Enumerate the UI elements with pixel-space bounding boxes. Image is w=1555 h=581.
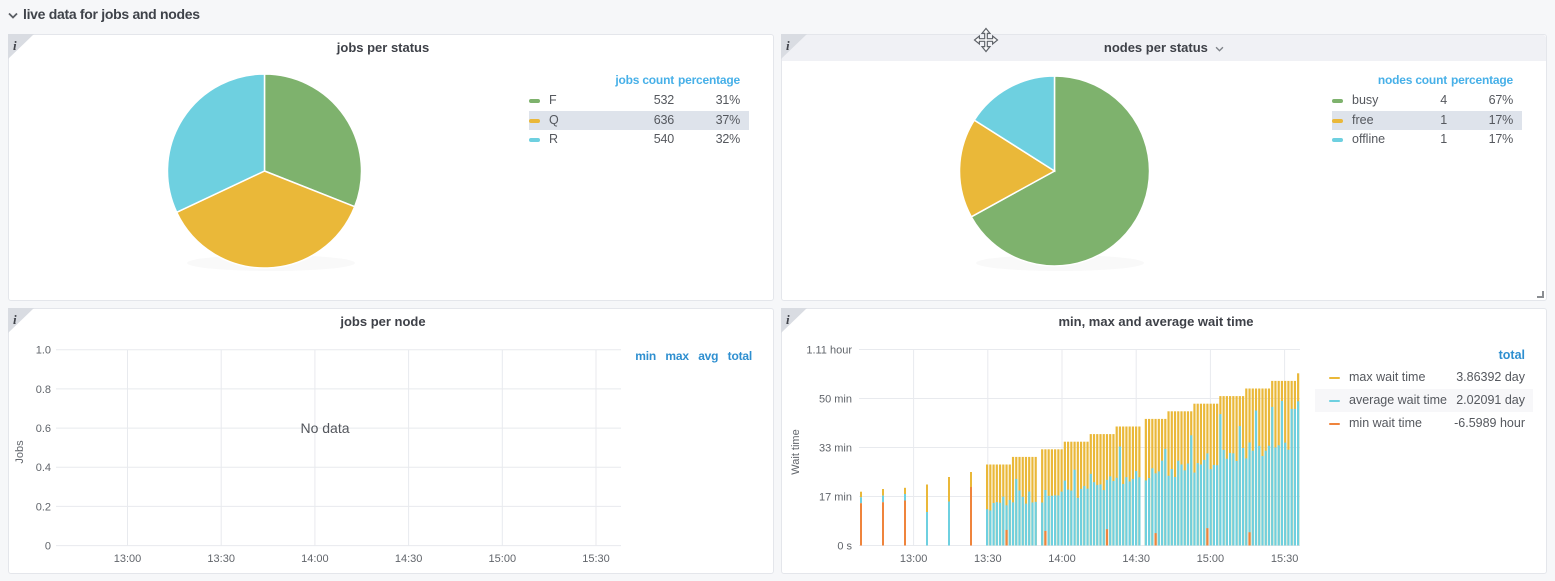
svg-text:15:30: 15:30 <box>582 553 610 565</box>
svg-text:14:30: 14:30 <box>1122 553 1150 565</box>
svg-text:0: 0 <box>45 541 51 553</box>
svg-text:17 min: 17 min <box>819 492 852 504</box>
svg-text:Jobs: Jobs <box>14 440 26 464</box>
svg-text:15:30: 15:30 <box>1271 553 1299 565</box>
svg-text:0.2: 0.2 <box>36 501 51 513</box>
svg-text:No data: No data <box>300 420 349 436</box>
svg-text:14:30: 14:30 <box>395 553 423 565</box>
svg-text:14:00: 14:00 <box>301 553 329 565</box>
svg-text:13:30: 13:30 <box>207 553 235 565</box>
svg-text:i: i <box>786 312 790 327</box>
svg-text:Wait time: Wait time <box>790 429 802 474</box>
svg-text:0.4: 0.4 <box>36 462 51 474</box>
svg-text:i: i <box>13 312 17 327</box>
svg-text:13:00: 13:00 <box>900 553 928 565</box>
svg-text:0.6: 0.6 <box>36 423 51 435</box>
svg-text:0.8: 0.8 <box>36 384 51 396</box>
svg-text:15:00: 15:00 <box>1197 553 1225 565</box>
svg-text:i: i <box>13 38 17 53</box>
svg-text:0 s: 0 s <box>837 541 852 553</box>
svg-text:1.0: 1.0 <box>36 345 51 357</box>
svg-text:15:00: 15:00 <box>489 553 517 565</box>
svg-text:14:00: 14:00 <box>1048 553 1076 565</box>
svg-text:1.11 hour: 1.11 hour <box>806 345 852 357</box>
svg-text:50 min: 50 min <box>819 394 852 406</box>
svg-text:33 min: 33 min <box>819 443 852 455</box>
svg-text:i: i <box>786 38 790 53</box>
svg-text:13:00: 13:00 <box>114 553 142 565</box>
svg-text:13:30: 13:30 <box>974 553 1002 565</box>
